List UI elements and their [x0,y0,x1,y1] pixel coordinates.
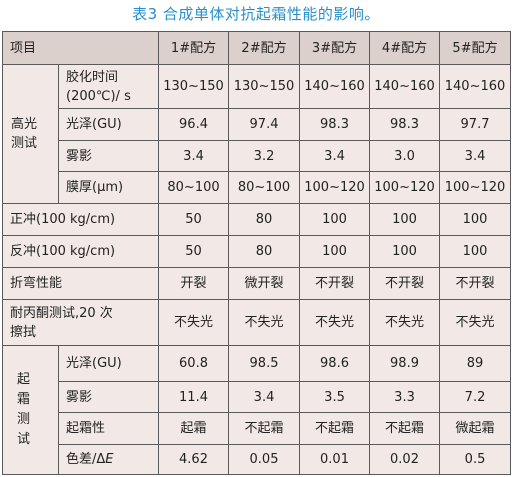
row-label-reverse-impact: 反冲(100 kg/cm) [1,235,160,268]
cell-value: 不开裂 [439,267,512,300]
row-label-acetone-rub: 耐丙酮测试,20 次 擦拭 [1,299,160,346]
cell-value: 100 [299,235,371,268]
cell-value: 不失光 [369,299,441,346]
row-label-gel-time: 胶化时间 (200℃)/ s [57,64,160,109]
cell-value: 97.4 [228,108,301,141]
table-row: 耐丙酮测试,20 次 擦拭 不失光 不失光 不失光 不失光 不失光 [1,299,512,346]
header-formula-4: 4#配方 [369,31,441,65]
cell-value: 98.3 [369,108,441,141]
row-label-bending: 折弯性能 [1,267,160,300]
cell-value: 80~100 [158,171,230,204]
cell-value: 4.62 [158,444,230,475]
cell-value: 80 [228,203,301,236]
header-row: 项目 1#配方 2#配方 3#配方 4#配方 5#配方 [1,31,512,65]
cell-value: 140~160 [299,64,371,109]
table-row: 起霜性 起霜 不起霜 不起霜 不起霜 微起霜 [3,412,512,445]
row-label-frost-gloss: 光泽(GU) [57,345,160,382]
cell-value: 89 [439,345,512,382]
cell-value: 不开裂 [369,267,441,300]
cell-value: 3.4 [158,140,230,172]
cell-value: 98.5 [228,345,301,382]
cell-value: 不失光 [158,299,230,346]
cell-value: 97.7 [439,108,512,141]
header-formula-2: 2#配方 [228,31,301,65]
cell-value: 3.4 [439,140,512,172]
cell-value: 80 [228,235,301,268]
cell-value: 3.3 [369,381,441,413]
table-row: 雾影 3.4 3.2 3.4 3.0 3.4 [3,140,512,172]
cell-value: 开裂 [158,267,230,300]
cell-value: 微开裂 [228,267,301,300]
cell-value: 50 [158,203,230,236]
cell-value: 100 [369,203,441,236]
group-high-gloss-test: 高光 测试 [2,64,59,204]
cell-value: 起霜 [158,412,230,445]
row-label-haze: 雾影 [57,140,160,172]
cell-value: 不起霜 [369,412,441,445]
cell-value: 0.05 [228,444,301,475]
table-row: 膜厚(μm) 80~100 80~100 100~120 100~120 100… [3,171,512,204]
cell-value: 100~120 [369,171,441,204]
cell-value: 130~150 [228,64,301,109]
cell-value: 微起霜 [439,412,512,445]
cell-value: 100 [439,203,512,236]
cell-value: 不起霜 [228,412,301,445]
header-formula-3: 3#配方 [299,31,371,65]
cell-value: 98.6 [299,345,371,382]
row-label-color-diff: 色差/ΔE [57,444,160,475]
row-label-thickness: 膜厚(μm) [57,171,160,204]
cell-value: 不失光 [228,299,301,346]
cell-value: 0.01 [299,444,371,475]
row-label-direct-impact: 正冲(100 kg/cm) [1,203,160,236]
cell-value: 100 [439,235,512,268]
group-frost-test: 起 霜 测试 [2,345,59,475]
cell-value: 0.02 [369,444,441,475]
cell-value: 100 [369,235,441,268]
cell-value: 60.8 [158,345,230,382]
cell-value: 100~120 [439,171,512,204]
cell-value: 98.9 [369,345,441,382]
cell-value: 100 [299,203,371,236]
cell-value: 11.4 [158,381,230,413]
formula-comparison-table: 项目 1#配方 2#配方 3#配方 4#配方 5#配方 高光 测试 胶化时间 (… [1,31,512,475]
row-label-frosting: 起霜性 [57,412,160,445]
cell-value: 130~150 [158,64,230,109]
header-item: 项目 [1,31,160,65]
cell-value: 140~160 [369,64,441,109]
table-row: 色差/ΔE 4.62 0.05 0.01 0.02 0.5 [3,444,512,475]
cell-value: 3.4 [299,140,371,172]
cell-value: 3.5 [299,381,371,413]
cell-value: 不开裂 [299,267,371,300]
table-row: 雾影 11.4 3.4 3.5 3.3 7.2 [3,381,512,413]
cell-value: 140~160 [439,64,512,109]
row-label-gloss: 光泽(GU) [57,108,160,141]
cell-value: 3.2 [228,140,301,172]
cell-value: 不起霜 [299,412,371,445]
cell-value: 96.4 [158,108,230,141]
cell-value: 100~120 [299,171,371,204]
header-formula-1: 1#配方 [158,31,230,65]
row-label-frost-haze: 雾影 [57,381,160,413]
table-row: 反冲(100 kg/cm) 50 80 100 100 100 [1,235,512,268]
table-row: 正冲(100 kg/cm) 50 80 100 100 100 [1,203,512,236]
cell-value: 3.0 [369,140,441,172]
cell-value: 98.3 [299,108,371,141]
cell-value: 7.2 [439,381,512,413]
cell-value: 80~100 [228,171,301,204]
table-caption: 表3 合成单体对抗起霜性能的影响。 [132,5,380,23]
cell-value: 3.4 [228,381,301,413]
table-row: 折弯性能 开裂 微开裂 不开裂 不开裂 不开裂 [1,267,512,300]
cell-value: 50 [158,235,230,268]
table-row: 高光 测试 胶化时间 (200℃)/ s 130~150 130~150 140… [2,64,512,204]
table-row: 光泽(GU) 96.4 97.4 98.3 98.3 97.7 [3,108,512,141]
cell-value: 不失光 [439,299,512,346]
cell-value: 不失光 [299,299,371,346]
header-formula-5: 5#配方 [439,31,512,65]
cell-value: 0.5 [439,444,512,475]
table-row: 起 霜 测试 光泽(GU) 60.8 98.5 98.6 98.9 89 [2,345,512,475]
